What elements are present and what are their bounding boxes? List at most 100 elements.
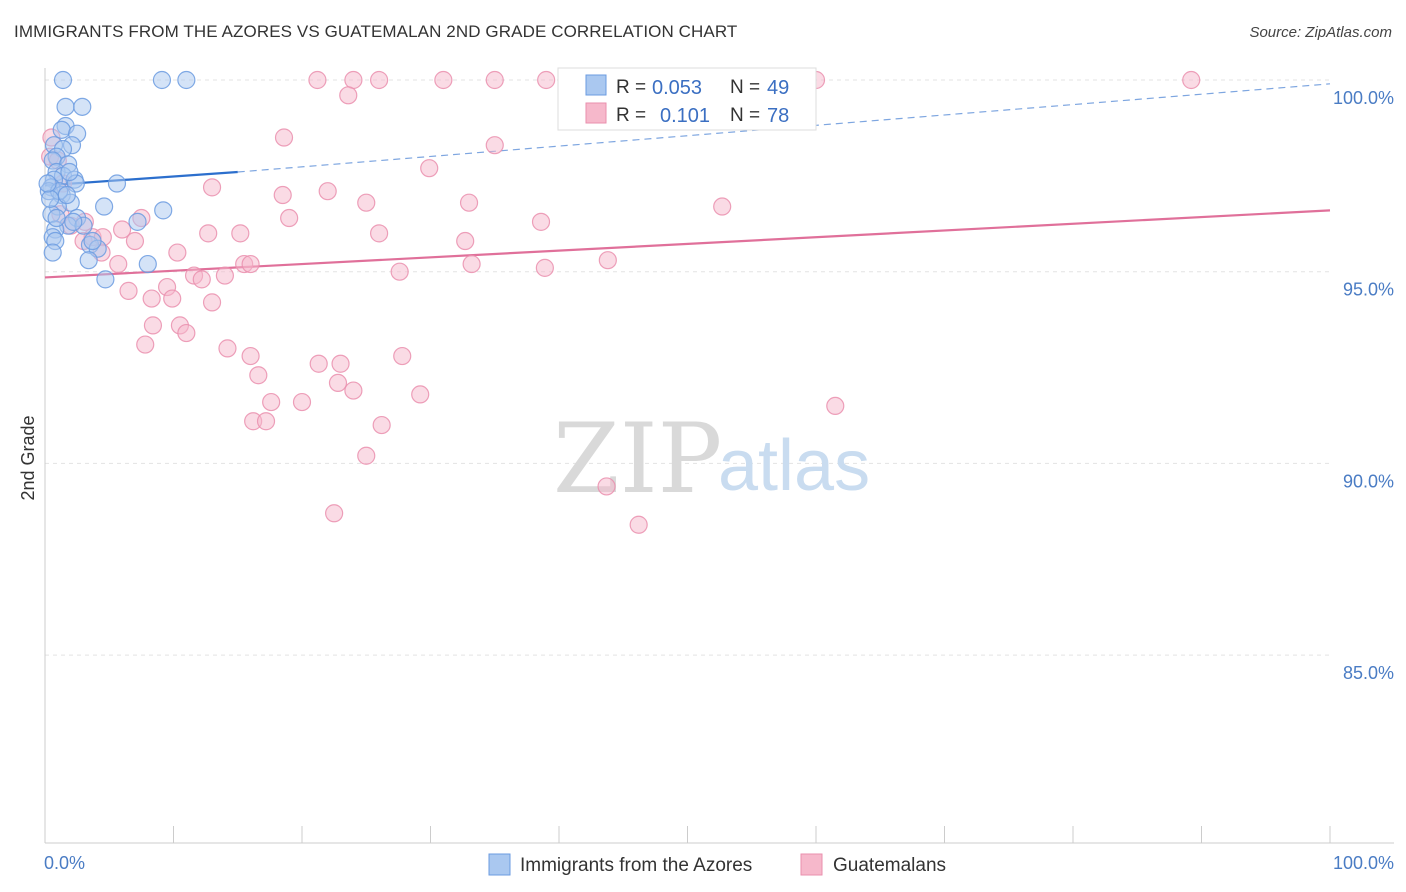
x-tick-label-max: 100.0% (1333, 853, 1394, 873)
legend-swatch-guatemalans (800, 853, 823, 876)
point-guatemalans (537, 70, 556, 90)
point-guatemalans (192, 270, 211, 289)
chart-title: IMMIGRANTS FROM THE AZORES VS GUATEMALAN… (14, 22, 738, 41)
point-guatemalans (241, 346, 260, 366)
point-guatemalans (328, 373, 348, 392)
point-azores (52, 120, 71, 139)
y-tick-label: 85.0% (1343, 663, 1394, 683)
y-tick-label: 95.0% (1343, 280, 1394, 300)
data-points (38, 70, 1201, 534)
grid-lines (45, 79, 1330, 656)
point-azores (53, 70, 73, 90)
legend: Immigrants from the Azores Guatemalans (488, 853, 946, 876)
point-azores (47, 208, 66, 228)
point-guatemalans (462, 254, 481, 274)
point-guatemalans (531, 212, 551, 231)
point-azores (154, 201, 173, 220)
point-guatemalans (325, 504, 344, 523)
point-guatemalans (597, 477, 616, 496)
point-guatemalans (372, 415, 391, 435)
point-guatemalans (485, 70, 504, 90)
legend-label-guatemalans: Guatemalans (833, 855, 946, 876)
point-guatemalans (485, 136, 504, 155)
point-azores (95, 197, 114, 216)
point-guatemalans (109, 254, 128, 274)
watermark-atlas: atlas (718, 426, 870, 506)
point-guatemalans (202, 178, 222, 197)
stats-r-label-guatemalans: R = (616, 105, 646, 126)
source-label: Source: ZipAtlas.com (1249, 24, 1392, 41)
point-guatemalans (459, 193, 479, 212)
point-guatemalans (218, 339, 237, 358)
point-guatemalans (163, 289, 182, 308)
point-guatemalans (420, 159, 439, 178)
point-guatemalans (1182, 70, 1201, 90)
point-azores (73, 97, 92, 116)
point-guatemalans (249, 366, 268, 385)
point-guatemalans (262, 392, 281, 412)
point-azores (79, 251, 98, 270)
watermark: ZIP atlas (553, 403, 870, 515)
point-azores (138, 254, 157, 274)
stats-r-label-azores: R = (616, 77, 646, 98)
watermark-zip: ZIP (553, 403, 722, 515)
stats-swatch-azores (585, 74, 607, 96)
point-guatemalans (256, 412, 276, 431)
point-guatemalans (411, 385, 430, 404)
point-azores (107, 174, 127, 193)
point-guatemalans (142, 289, 161, 308)
point-azores (152, 70, 172, 90)
trend-line-azores-extension (237, 83, 1331, 173)
point-guatemalans (344, 381, 363, 400)
point-guatemalans (231, 224, 250, 243)
stats-r-value-azores: 0.053 (652, 77, 702, 99)
point-guatemalans (339, 86, 358, 105)
point-guatemalans (370, 70, 389, 90)
stats-r-value-guatemalans: 0.101 (660, 105, 710, 127)
point-guatemalans (318, 182, 337, 201)
point-guatemalans (370, 224, 389, 243)
point-guatemalans (119, 281, 138, 300)
x-tick-label-min: 0.0% (44, 853, 85, 873)
y-tick-labels: 85.0% 90.0% 95.0% 100.0% (1333, 88, 1394, 683)
point-guatemalans (177, 323, 196, 343)
y-tick-label: 90.0% (1343, 471, 1394, 491)
point-guatemalans (202, 293, 222, 312)
point-guatemalans (456, 231, 475, 251)
point-azores (43, 243, 62, 262)
point-guatemalans (274, 128, 294, 147)
point-azores (83, 231, 102, 251)
point-guatemalans (393, 346, 412, 366)
point-azores (96, 270, 115, 289)
point-guatemalans (357, 193, 376, 212)
point-azores (60, 162, 79, 182)
point-azores (64, 212, 83, 231)
point-guatemalans (280, 208, 299, 228)
point-guatemalans (168, 243, 187, 262)
point-guatemalans (199, 224, 218, 243)
point-guatemalans (273, 185, 292, 205)
point-guatemalans (136, 335, 155, 354)
y-axis-label: 2nd Grade (18, 415, 38, 500)
point-guatemalans (143, 316, 163, 335)
point-azores (38, 174, 57, 193)
stats-n-value-guatemalans: 78 (767, 105, 789, 127)
point-guatemalans (629, 515, 648, 534)
legend-swatch-azores (488, 853, 511, 876)
point-guatemalans (241, 254, 260, 274)
point-guatemalans (331, 354, 350, 373)
point-guatemalans (309, 354, 328, 373)
point-azores (177, 70, 196, 90)
point-guatemalans (535, 258, 554, 277)
stats-n-label-guatemalans: N = (730, 105, 760, 126)
point-azores (57, 185, 76, 205)
stats-box: R = 0.053 N = 49 R = 0.101 N = 78 (557, 67, 817, 131)
point-guatemalans (308, 70, 327, 90)
point-guatemalans (292, 392, 312, 412)
stats-n-label-azores: N = (730, 77, 760, 98)
point-guatemalans (434, 70, 453, 90)
point-guatemalans (215, 266, 234, 285)
y-tick-label: 100.0% (1333, 88, 1394, 108)
point-guatemalans (390, 262, 409, 281)
